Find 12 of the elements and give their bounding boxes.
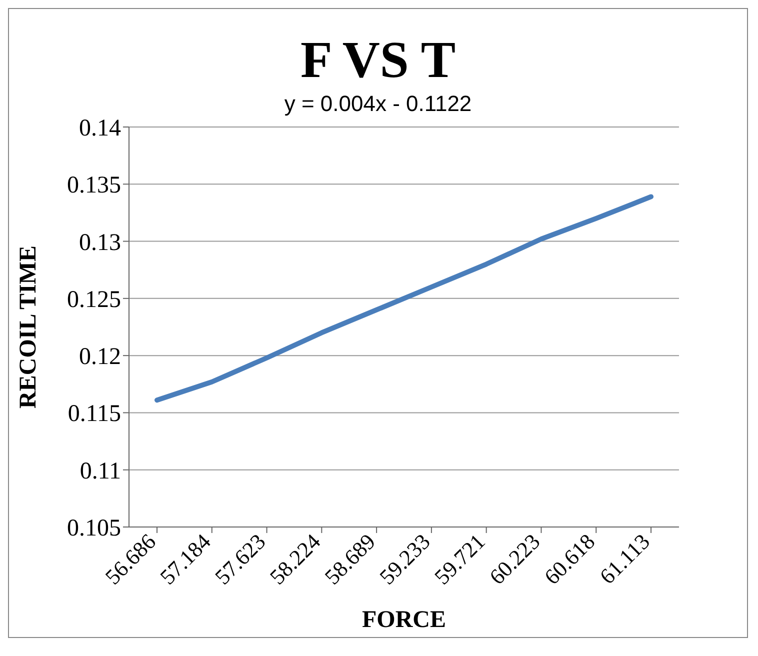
chart-title: F VS T [299,32,457,89]
x-axis-title: FORCE [362,607,446,633]
y-tick-label: 0.14 [79,116,121,142]
y-tick-label: 0.135 [67,172,121,199]
y-tick-label: 0.12 [79,344,121,370]
y-tick-label: 0.105 [67,516,121,542]
y-tick-label: 0.115 [68,401,121,428]
y-axis-title: RECOIL TIME [16,246,42,408]
chart-subtitle: y = 0.004x - 0.1122 [283,91,473,117]
y-tick-label: 0.13 [79,230,121,256]
y-tick-label: 0.11 [80,458,121,484]
y-tick-label: 0.125 [67,286,121,313]
